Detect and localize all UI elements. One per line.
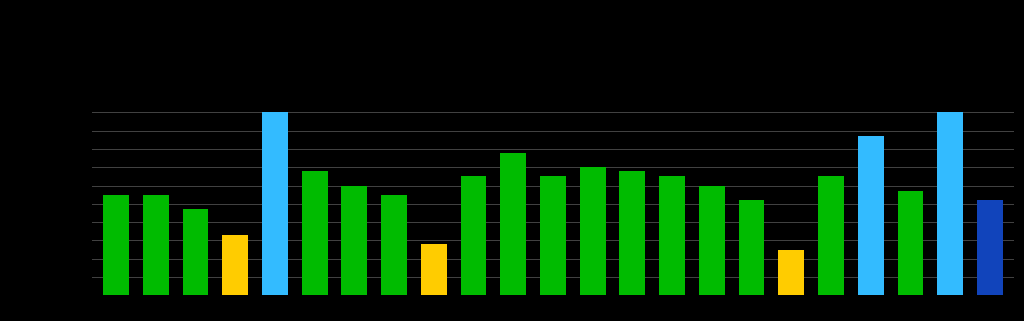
Bar bbox=[977, 200, 1002, 295]
Bar bbox=[858, 136, 884, 295]
Bar bbox=[142, 195, 169, 295]
Bar bbox=[103, 195, 129, 295]
Bar bbox=[381, 195, 407, 295]
Bar bbox=[898, 191, 924, 295]
Bar bbox=[937, 112, 964, 295]
Bar bbox=[302, 171, 328, 295]
Bar bbox=[699, 186, 725, 295]
Bar bbox=[501, 152, 526, 295]
Bar bbox=[818, 177, 844, 295]
Bar bbox=[580, 167, 605, 295]
Bar bbox=[738, 200, 765, 295]
Bar bbox=[182, 209, 208, 295]
Bar bbox=[421, 244, 446, 295]
Bar bbox=[659, 177, 685, 295]
Bar bbox=[461, 177, 486, 295]
Bar bbox=[620, 171, 645, 295]
Bar bbox=[222, 235, 248, 295]
Bar bbox=[262, 112, 288, 295]
Bar bbox=[778, 250, 804, 295]
Bar bbox=[341, 186, 368, 295]
Bar bbox=[540, 177, 566, 295]
